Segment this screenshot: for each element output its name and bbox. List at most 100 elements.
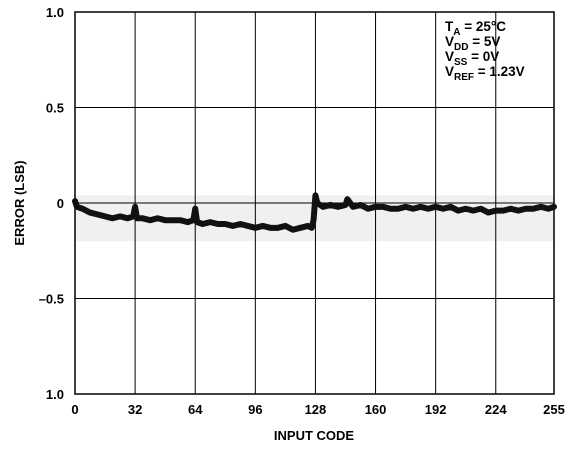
data-point	[292, 228, 294, 231]
data-point	[179, 219, 181, 221]
x-axis-label: INPUT CODE	[274, 428, 355, 443]
data-point	[104, 215, 106, 218]
y-tick-label: 0.5	[46, 101, 64, 116]
data-point	[111, 217, 114, 220]
data-point	[254, 227, 257, 229]
data-point	[427, 207, 429, 210]
data-point	[367, 207, 369, 210]
annotation-line: VDD = 5V	[445, 34, 500, 53]
data-point	[397, 207, 399, 210]
data-point	[314, 194, 317, 197]
x-tick-label: 96	[248, 402, 262, 417]
x-tick-label: 32	[128, 402, 142, 417]
x-tick-label: 192	[425, 402, 447, 417]
data-point	[134, 206, 136, 208]
x-tick-label: 255	[543, 402, 565, 417]
data-point	[382, 206, 384, 208]
data-point	[374, 206, 377, 208]
data-point	[81, 207, 84, 210]
x-tick-label: 64	[188, 402, 203, 417]
data-point	[312, 219, 315, 221]
data-point	[186, 221, 189, 223]
data-point	[337, 206, 339, 208]
data-point	[412, 207, 414, 210]
data-point	[359, 204, 362, 206]
data-point	[299, 227, 302, 229]
data-point	[487, 211, 490, 214]
data-point	[322, 206, 324, 208]
annotation-line: VSS = 0V	[445, 49, 499, 68]
y-tick-label: 1.0	[46, 5, 64, 20]
data-point	[231, 225, 234, 227]
data-point	[201, 223, 204, 225]
y-tick-label: –0.5	[39, 292, 64, 307]
data-point	[442, 207, 444, 210]
data-point	[389, 207, 392, 210]
data-point	[171, 219, 174, 221]
data-point	[472, 209, 475, 212]
data-point	[352, 206, 354, 208]
data-point	[404, 206, 407, 208]
data-point	[517, 209, 520, 212]
data-point	[141, 217, 144, 220]
data-point	[464, 207, 467, 210]
data-point	[307, 225, 309, 227]
data-point	[89, 211, 91, 214]
data-point	[96, 213, 99, 216]
data-point	[494, 209, 497, 212]
data-point	[344, 204, 347, 206]
data-point	[156, 217, 159, 220]
data-point	[547, 207, 550, 210]
data-point	[136, 217, 138, 220]
data-point	[192, 219, 195, 221]
x-tick-labels: 0 32 64 96 128 160 192 224 255	[71, 402, 564, 417]
data-point	[126, 217, 129, 220]
annotation-line: VREF = 1.23V	[445, 64, 525, 83]
data-point	[479, 207, 482, 210]
data-point	[149, 219, 151, 221]
data-point	[74, 200, 76, 202]
data-point	[262, 225, 264, 227]
data-point	[509, 207, 512, 210]
x-tick-label: 128	[305, 402, 327, 417]
error-series-line	[72, 192, 557, 233]
data-point	[284, 225, 287, 227]
x-tick-label: 160	[365, 402, 387, 417]
data-point	[525, 207, 527, 210]
data-point	[269, 227, 272, 229]
annotation-line: TA = 25°C	[445, 19, 506, 38]
y-tick-label: 0	[57, 196, 64, 211]
data-point	[434, 206, 437, 208]
y-tick-labels: 1.0 0.5 0 –0.5 1.0	[39, 5, 64, 402]
data-point	[119, 215, 121, 218]
data-point	[132, 215, 135, 218]
data-point	[209, 221, 212, 223]
data-point	[277, 227, 279, 229]
data-point	[247, 225, 249, 227]
data-point	[194, 207, 197, 210]
data-point	[457, 209, 460, 212]
data-point	[346, 198, 349, 200]
data-point	[310, 227, 313, 229]
data-point	[76, 206, 78, 208]
x-tick-label: 0	[71, 402, 78, 417]
y-axis-label: ERROR (LSB)	[12, 160, 27, 245]
x-tick-label: 224	[485, 402, 507, 417]
data-point	[553, 206, 555, 208]
data-point	[329, 204, 332, 206]
data-point	[502, 209, 505, 212]
data-point	[540, 206, 542, 208]
data-point	[216, 223, 219, 225]
data-point	[239, 223, 242, 225]
y-tick-label: 1.0	[46, 387, 64, 402]
series-lines	[72, 192, 557, 233]
data-point	[164, 219, 166, 221]
data-point	[224, 223, 227, 225]
data-point	[316, 202, 319, 204]
data-point	[532, 207, 535, 210]
data-point	[449, 206, 452, 208]
data-point	[196, 221, 198, 223]
data-point	[419, 206, 422, 208]
